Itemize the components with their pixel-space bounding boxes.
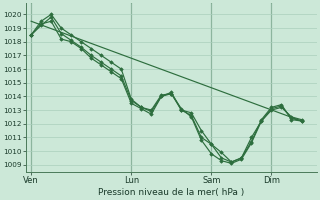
X-axis label: Pression niveau de la mer( hPa ): Pression niveau de la mer( hPa ): [98, 188, 244, 197]
